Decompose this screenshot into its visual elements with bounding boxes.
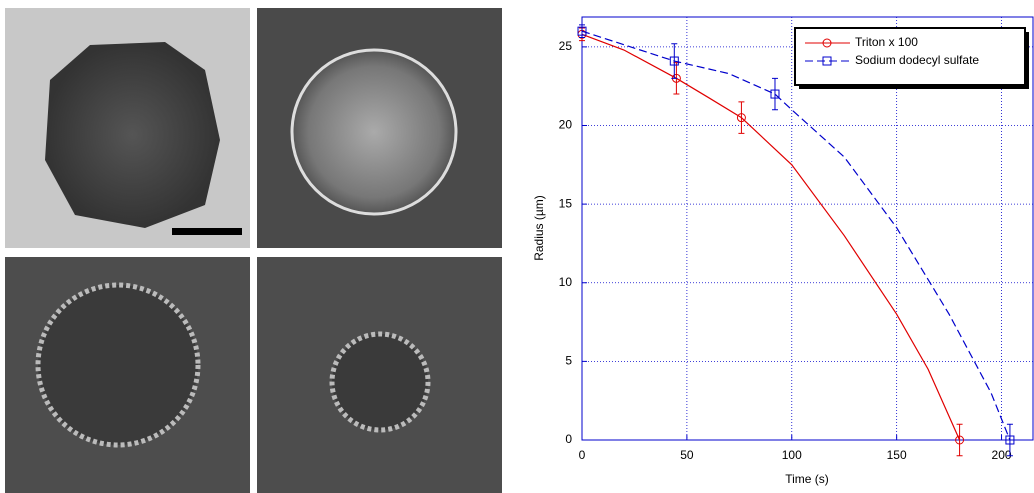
x-tick-label: 100 <box>782 448 802 462</box>
crystal <box>35 282 201 448</box>
y-tick-label: 25 <box>559 39 573 53</box>
error-bar <box>1006 423 1013 457</box>
crystal <box>45 42 220 228</box>
crystal <box>290 48 458 216</box>
y-tick-label: 20 <box>559 118 573 132</box>
y-axis-label: Radius (µm) <box>532 195 546 261</box>
x-tick-label: 150 <box>887 448 907 462</box>
marker <box>736 113 746 123</box>
marker <box>1005 435 1015 445</box>
marker <box>822 38 832 48</box>
legend-label: Sodium dodecyl sulfate <box>855 53 979 67</box>
marker <box>955 435 965 445</box>
x-axis-label: Time (s) <box>785 472 829 486</box>
error-bar <box>956 423 963 457</box>
scale-bar <box>172 228 242 235</box>
y-tick-label: 0 <box>565 432 572 446</box>
error-bar <box>771 77 778 111</box>
y-tick-label: 5 <box>565 354 572 368</box>
marker <box>822 56 832 66</box>
marker <box>577 26 587 36</box>
series-line <box>581 30 1011 441</box>
micrographs <box>5 8 502 493</box>
error-bar <box>738 101 745 134</box>
x-tick-label: 50 <box>680 448 694 462</box>
legend <box>794 27 1026 86</box>
x-tick-label: 0 <box>579 448 586 462</box>
x-tick-label: 200 <box>992 448 1012 462</box>
y-tick-label: 15 <box>559 196 573 210</box>
error-bar <box>671 43 678 79</box>
marker <box>770 89 780 99</box>
plot: 0 50 100 150 200 0 5 10 15 20 25 Triton x 100 Sodium… <box>559 16 1034 462</box>
crystal <box>329 331 431 433</box>
y-tick-label: 10 <box>559 275 573 289</box>
series-line <box>581 33 961 441</box>
marker <box>669 56 679 66</box>
legend-label: Triton x 100 <box>855 35 918 49</box>
plot-frame <box>581 16 1034 441</box>
